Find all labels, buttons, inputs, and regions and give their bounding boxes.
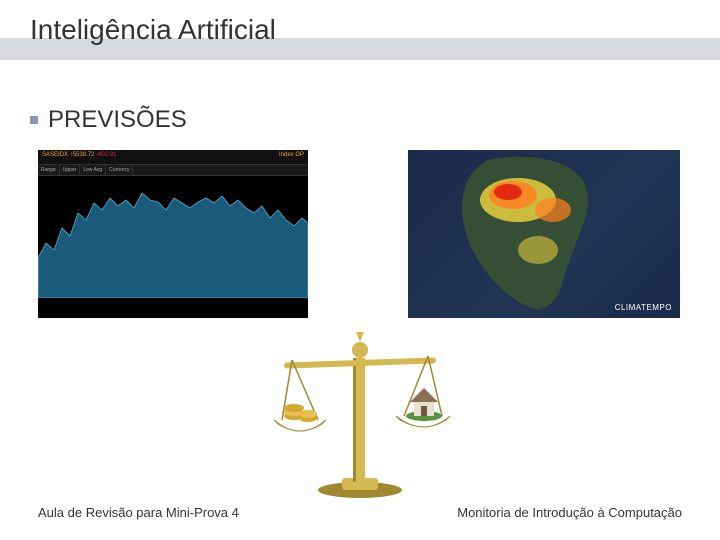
heat-zone-4 [535,198,571,222]
balance-scale-image [254,310,466,500]
stock-subheader: RangeUpperLow AvgCurrency [38,164,308,176]
heat-zone-5 [518,236,558,264]
bullet-text: PREVISÕES [48,106,187,134]
stock-chart-image: SASEIDX ↑5538.72 -402.91 Index GP RangeU… [38,150,308,318]
heat-zone-3 [494,184,522,200]
scale-point [356,332,364,342]
footer-left: Aula de Revisão para Mini-Prova 4 [38,505,239,520]
bullet-row: PREVISÕES [30,106,187,134]
map-label: CLIMATEMPO [615,303,672,312]
stock-ticker: SASEIDX [42,152,68,158]
stock-change: -402.91 [96,152,116,158]
stock-header: SASEIDX ↑5538.72 -402.91 Index GP [38,150,308,164]
footer-right: Monitoria de Introdução à Computação [457,505,682,520]
pan-left [274,420,326,431]
coin-3 [284,404,304,412]
weather-map-image: CLIMATEMPO [408,150,680,318]
square-bullet-icon [30,116,38,124]
scale-finial [352,342,368,358]
house-door [421,406,427,416]
stock-area-svg [38,188,308,298]
stock-menu: Index GP [279,152,304,162]
coin-5 [299,410,317,418]
stock-price: ↑5538.72 [70,152,95,158]
slide-title: Inteligência Artificial [30,14,276,46]
scale-svg [254,310,466,500]
stock-chart-area [38,176,308,308]
scale-column-shade [353,358,356,482]
scale-column [355,358,365,482]
map-svg [408,150,680,318]
